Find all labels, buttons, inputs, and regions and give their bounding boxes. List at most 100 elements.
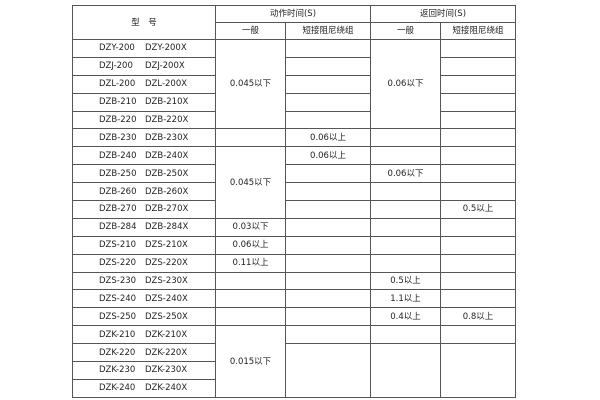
model-cell: DZB-250 DZB-250X [72,164,216,184]
table-row: DZS-230 DZS-230X 0.5以上 [72,271,516,291]
model-name: DZB-250 [99,168,137,179]
timing-cell [285,217,371,237]
timing-cell: 0.045以下 [215,38,286,130]
model-name: DZB-210 [99,97,137,108]
timing-cell [285,271,371,291]
model-name-x: DZB-270X [145,204,189,215]
timing-cell: 0.5以上 [370,271,441,291]
timing-cell [285,253,371,273]
timing-cell [285,289,371,309]
timing-cell: 0.06以上 [285,128,371,148]
timing-cell [440,235,516,255]
model-name-x: DZS-210X [145,240,188,251]
timing-cell [440,110,516,130]
model-name-x: DZJ-200X [145,61,185,72]
header-return-short-damping: 短接阻尼绕组 [440,22,516,40]
header-action-short-damping: 短接阻尼绕组 [285,22,371,40]
table-row: DZB-220 DZB-220X [72,110,516,130]
model-cell: DZS-210 DZS-210X [72,235,216,255]
model-name-x: DZY-200X [145,43,187,54]
timing-cell [440,92,516,112]
model-name: DZK-220 [99,347,136,358]
timing-cell [440,164,516,184]
model-cell: DZB-210 DZB-210X [72,92,216,112]
model-name: DZS-220 [99,258,137,269]
timing-cell [215,307,286,327]
model-name-x: DZS-250X [145,311,188,322]
header-model: 型 号 [72,5,216,40]
model-name: DZS-250 [99,311,137,322]
model-name-x: DZB-220X [145,115,189,125]
model-name: DZB-220 [99,115,137,125]
timing-cell: 0.8以上 [440,307,516,327]
model-name-x: DZB-260X [145,186,189,197]
timing-cell [440,182,516,202]
table-row: DZK-210 DZK-210X 0.015以下 [72,325,516,398]
model-name-x: DZB-240X [145,150,189,161]
model-name: DZB-230 [99,132,137,143]
timing-cell [285,307,371,327]
table-row: DZB-250 DZB-250X 0.06以下 [72,164,516,184]
model-name-x: DZK-230X [145,365,188,376]
timing-cell [370,217,441,237]
timing-cell: 0.06以下 [370,38,441,130]
model-name: DZB-260 [99,186,137,197]
timing-cell [285,56,371,76]
timing-cell [285,74,371,94]
model-cell: DZB-270 DZB-270X [72,200,216,219]
timing-cell [285,92,371,112]
timing-cell [440,146,516,166]
timing-cell: 0.06以下 [370,164,441,184]
timing-cell [285,110,371,130]
table-row: DZL-200 DZL-200X [72,74,516,94]
relay-timing-table: 型 号 动作时间(S) 返回时间(S) 一般 短接阻尼绕组 一般 短接阻尼绕组 … [72,5,516,398]
header-action-general: 一般 [215,22,286,40]
timing-cell [370,128,441,148]
table-row: DZK-220 DZK-220X [72,343,516,398]
timing-cell: 0.06以上 [285,146,371,166]
model-name-x: DZK-220X [145,347,188,358]
model-cell: DZK-230 DZK-230X [72,361,216,380]
timing-cell [285,200,371,219]
timing-cell [370,253,441,273]
timing-cell [440,343,516,398]
timing-cell: 0.5以上 [440,200,516,219]
model-cell: DZS-220 DZS-220X [72,253,216,273]
model-name-x: DZB-284X [145,222,189,233]
model-cell: DZS-250 DZS-250X [72,307,216,327]
timing-cell [215,128,286,148]
timing-cell [440,289,516,309]
timing-cell [285,325,371,345]
timing-cell [370,200,441,219]
model-name-x: DZK-210X [145,329,188,340]
timing-cell: 1.1以上 [370,289,441,309]
timing-cell [285,182,371,202]
model-name-x: DZB-210X [145,97,189,108]
model-cell: DZK-240 DZK-240X [72,378,216,398]
model-cell: DZK-210 DZK-210X [72,325,216,345]
timing-cell [370,235,441,255]
model-name: DZB-240 [99,150,137,161]
timing-cell [285,164,371,184]
model-name: DZB-270 [99,204,137,215]
model-cell: DZL-200 DZL-200X [72,74,216,94]
model-cell: DZK-220 DZK-220X [72,343,216,363]
table-row: DZY-200 DZY-200X 0.045以下 0.06以下 [72,38,516,130]
model-cell: DZB-240 DZB-240X [72,146,216,166]
model-name: DZS-230 [99,276,137,287]
table-row: DZB-260 DZB-260X [72,182,516,202]
timing-cell [440,325,516,345]
timing-cell [215,271,286,291]
timing-cell: 0.4以上 [370,307,441,327]
timing-cell [370,182,441,202]
model-name: DZK-230 [99,365,136,376]
model-name: DZS-210 [99,240,137,251]
table-row: DZB-270 DZB-270X 0.5以上 [72,200,516,219]
model-cell: DZB-220 DZB-220X [72,110,216,130]
model-name-x: DZB-250X [145,168,189,179]
timing-cell [370,146,441,166]
model-name: DZS-240 [99,293,137,304]
header-return-general: 一般 [370,22,441,40]
table-row: DZS-250 DZS-250X 0.4以上 0.8以上 [72,307,516,327]
model-name-x: DZS-240X [145,293,188,304]
